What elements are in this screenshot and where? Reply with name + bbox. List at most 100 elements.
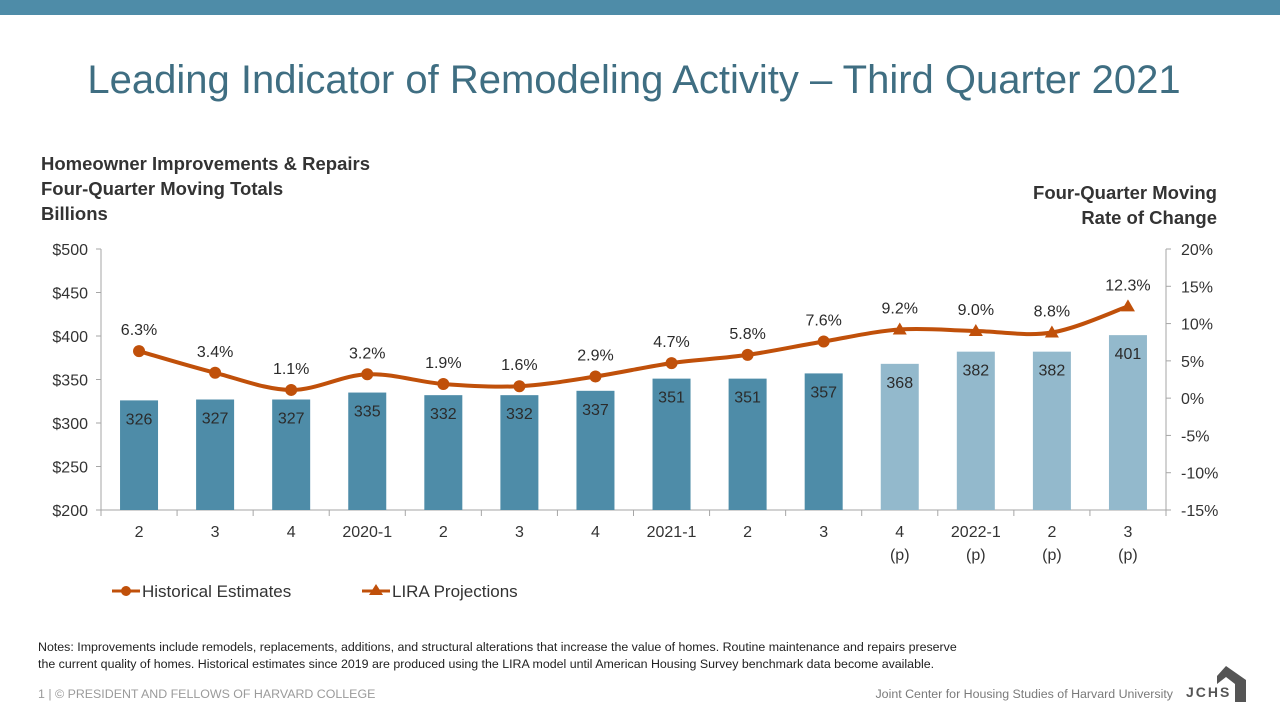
right-axis-tick-label: 5% (1181, 354, 1204, 371)
rate-label: 9.2% (882, 301, 918, 318)
bar (348, 392, 387, 510)
left-axis-tick-label: $400 (52, 329, 88, 346)
bar (272, 399, 311, 510)
slide-title: Leading Indicator of Remodeling Activity… (87, 58, 1181, 102)
historical-marker (665, 357, 678, 370)
left-axis-tick-label: $250 (52, 460, 88, 477)
x-axis-tick-label: 4 (895, 524, 904, 541)
rate-label: 9.0% (958, 302, 994, 319)
projection-marker (968, 324, 983, 337)
right-axis-tick-label: 20% (1181, 242, 1213, 259)
footer-copyright: 1 | © PRESIDENT AND FELLOWS OF HARVARD C… (38, 687, 376, 701)
left-axis-title: Homeowner Improvements & Repairs Four-Qu… (41, 151, 370, 226)
remodeling-chart: $500 $450 $400 $350 $300 $250 $200 20% 15% 10% 5% 0… (52, 242, 1218, 601)
projection-marker (1120, 299, 1135, 312)
bar (804, 373, 843, 510)
bar (728, 378, 767, 510)
right-axis-tick-label: -5% (1181, 428, 1209, 445)
top-accent-bar (0, 0, 1280, 15)
x-axis-tick-label: 2 (743, 524, 752, 541)
bar-value-label: 382 (962, 363, 989, 380)
historical-marker (437, 377, 450, 390)
x-axis-tick-sublabel: (p) (966, 547, 986, 564)
right-axis-tick-label: 0% (1181, 391, 1204, 408)
x-axis-tick-label: 4 (591, 524, 600, 541)
x-axis-tick-label: 2 (1047, 524, 1056, 541)
x-axis-tick-label: 2020-1 (342, 524, 392, 541)
left-axis-tick-label: $200 (52, 503, 88, 520)
bar-value-label: 332 (506, 406, 533, 423)
x-axis-tick-label: 3 (211, 524, 220, 541)
notes-line: the current quality of homes. Historical… (38, 657, 935, 671)
footer-organization: Joint Center for Housing Studies of Harv… (875, 687, 1173, 701)
rate-label: 6.3% (121, 322, 157, 339)
rate-label: 1.6% (501, 357, 537, 374)
historical-marker (361, 368, 374, 381)
legend-historical-marker (121, 586, 131, 596)
left-axis-title-line: Four-Quarter Moving Totals (41, 178, 284, 199)
bar-value-label: 382 (1039, 363, 1066, 380)
x-axis-tick-sublabel: (p) (1042, 547, 1062, 564)
rate-label: 5.8% (729, 326, 765, 343)
projection-marker (892, 322, 907, 335)
rate-label: 3.2% (349, 345, 385, 362)
rate-label: 4.7% (653, 334, 689, 351)
bar (880, 363, 919, 510)
logo-text: JCHS (1186, 684, 1232, 700)
left-axis-tick-label: $300 (52, 416, 88, 433)
bar-value-label: 326 (126, 411, 153, 428)
bar-value-label: 368 (886, 375, 913, 392)
bar (956, 351, 995, 510)
x-axis-tick-sublabel: (p) (1118, 547, 1138, 564)
bar (1032, 351, 1071, 510)
x-axis-tick-label: 2022-1 (951, 524, 1001, 541)
bar-value-label: 351 (734, 390, 761, 407)
right-axis-tick-label: -10% (1181, 466, 1218, 483)
x-axis-tick-label: 3 (1124, 524, 1133, 541)
historical-marker (589, 370, 602, 383)
right-axis-tick-label: -15% (1181, 503, 1218, 520)
bar (652, 378, 691, 510)
rate-label: 12.3% (1105, 277, 1150, 294)
left-axis-tick-label: $450 (52, 286, 88, 303)
left-axis-tick-label: $500 (52, 242, 88, 259)
bar-value-label: 351 (658, 390, 685, 407)
left-axis-title-line: Homeowner Improvements & Repairs (41, 153, 370, 174)
bar-value-label: 332 (430, 406, 457, 423)
right-axis-tick-label: 15% (1181, 279, 1213, 296)
x-axis-tick-label: 4 (287, 524, 296, 541)
x-axis-tick-sublabel: (p) (890, 547, 910, 564)
rate-label: 1.9% (425, 355, 461, 372)
jchs-logo: JCHS (1186, 664, 1246, 702)
right-axis-title-line: Rate of Change (1081, 207, 1217, 228)
right-axis-tick-label: 10% (1181, 317, 1213, 334)
notes: Notes: Improvements include remodels, re… (38, 639, 1158, 673)
right-axis-title: Four-Quarter Moving Rate of Change (1033, 180, 1217, 230)
historical-marker (285, 383, 298, 396)
bar-value-label: 327 (278, 411, 305, 428)
bar (424, 395, 463, 510)
bar (1108, 335, 1147, 510)
legend-projection-marker (369, 584, 383, 595)
house-logo-icon (1217, 666, 1246, 702)
projection-marker (1044, 325, 1059, 338)
x-axis-tick-label: 3 (515, 524, 524, 541)
rate-label: 3.4% (197, 344, 233, 361)
historical-marker (741, 348, 754, 361)
x-axis-tick-label: 3 (819, 524, 828, 541)
bar-value-label: 357 (810, 384, 837, 401)
bar (196, 399, 235, 510)
rate-label: 7.6% (805, 312, 841, 329)
legend-projection-label: LIRA Projections (392, 582, 518, 601)
right-axis-title-line: Four-Quarter Moving (1033, 182, 1217, 203)
bar-value-label: 327 (202, 411, 229, 428)
historical-marker (817, 335, 830, 348)
rate-label: 2.9% (577, 348, 613, 365)
left-axis-tick-label: $350 (52, 373, 88, 390)
notes-line: Notes: Improvements include remodels, re… (38, 640, 957, 654)
bar-value-label: 335 (354, 404, 381, 421)
legend-historical-label: Historical Estimates (142, 582, 291, 601)
x-axis-tick-label: 2021-1 (647, 524, 697, 541)
left-axis-title-line: Billions (41, 203, 108, 224)
x-axis-tick-label: 2 (135, 524, 144, 541)
